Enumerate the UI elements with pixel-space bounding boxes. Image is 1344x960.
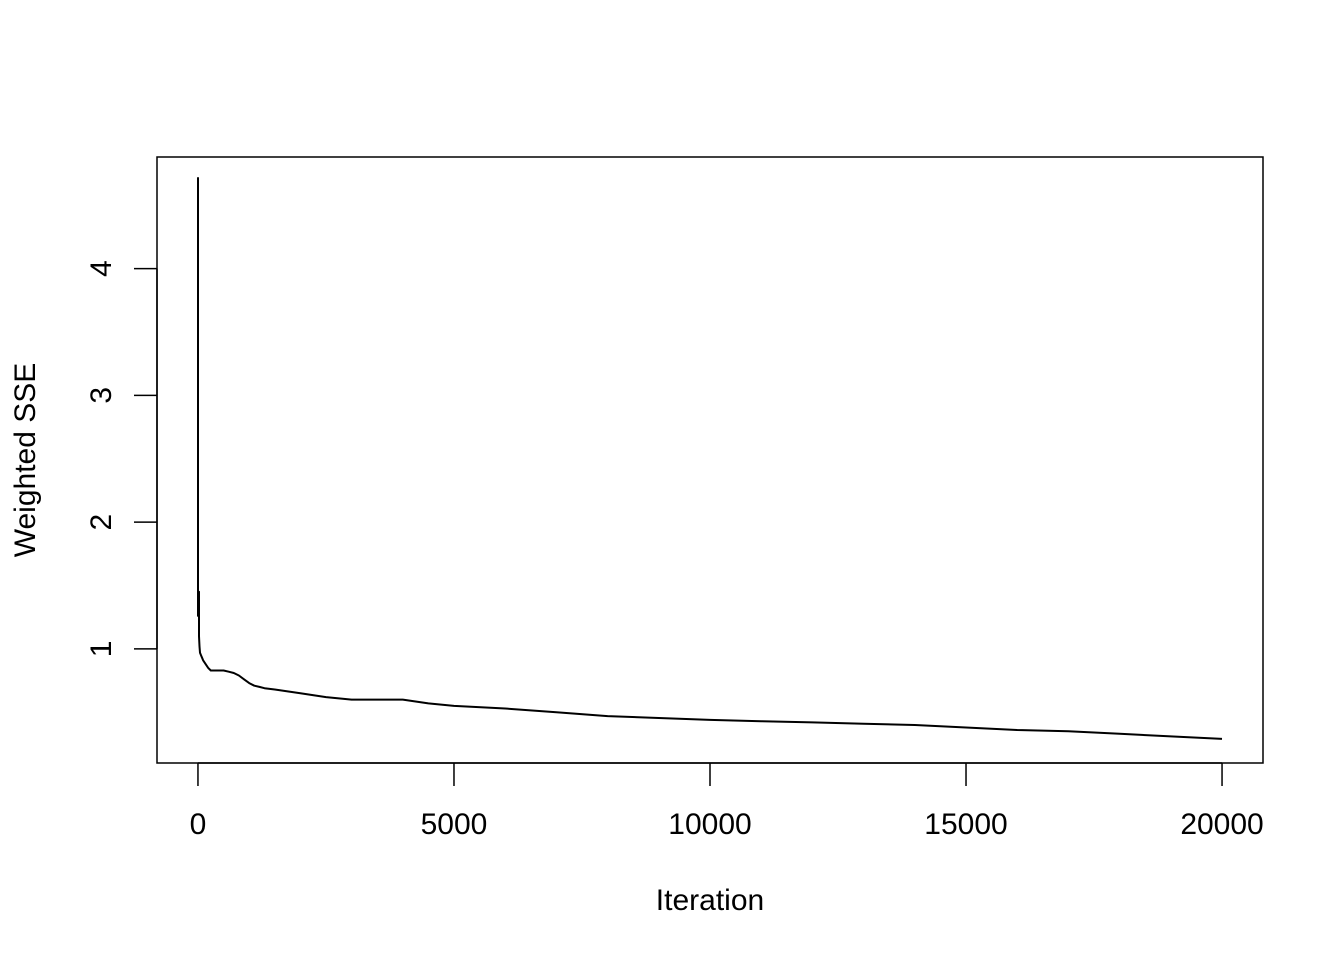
x-tick-label: 0 [190, 808, 207, 841]
y-tick-label: 3 [85, 387, 118, 404]
y-tick-label: 1 [85, 641, 118, 658]
x-axis: 0 5000 10000 15000 20000 [190, 762, 1264, 841]
plot-frame [156, 156, 1264, 764]
y-tick-label: 4 [85, 260, 118, 277]
x-axis-label: Iteration [656, 884, 764, 917]
y-axis-label: Weighted SSE [9, 363, 42, 558]
y-axis: 1 2 3 4 [85, 260, 158, 658]
x-tick-label: 20000 [1180, 808, 1263, 841]
x-tick-label: 15000 [924, 808, 1007, 841]
y-tick-label: 2 [85, 514, 118, 531]
series-line [197, 177, 1223, 740]
x-tick-label: 5000 [421, 808, 488, 841]
x-tick-label: 10000 [668, 808, 751, 841]
